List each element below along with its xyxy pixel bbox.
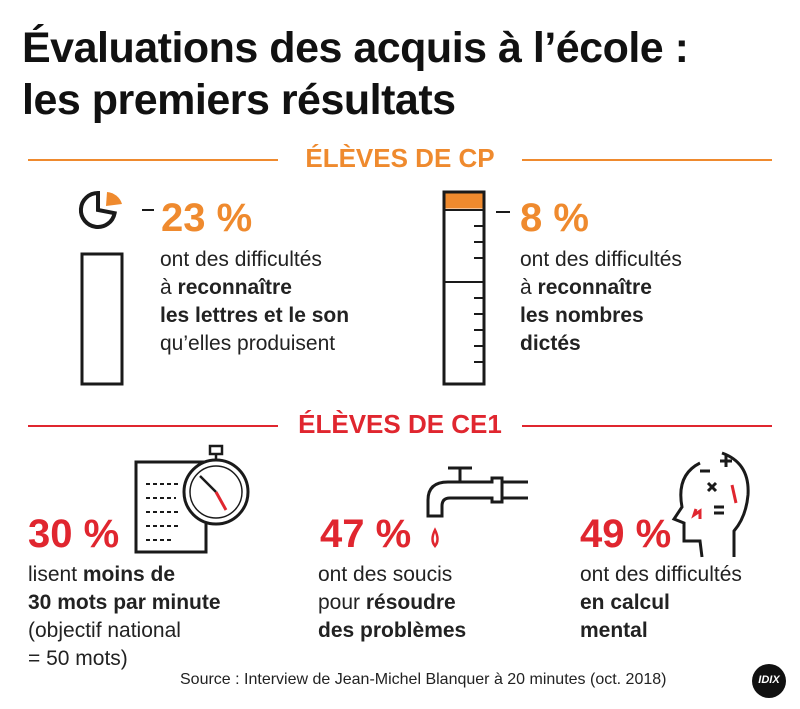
- cp-divider-right: [522, 159, 772, 161]
- document-stopwatch-icon: [134, 444, 250, 554]
- ce1-b-percent: 47 %: [320, 512, 412, 556]
- pie-icon: [78, 190, 154, 386]
- ce1-a-description: lisent moins de 30 mots par minute (obje…: [28, 563, 221, 670]
- cp-left-percent: 23 %: [161, 196, 253, 240]
- ce1-divider-left: [28, 425, 278, 427]
- cp-right-description: ont des difficultés à reconnaître les no…: [520, 248, 682, 355]
- cp-left-description: ont des difficultés à reconnaître les le…: [160, 248, 350, 355]
- faucet-icon: [426, 466, 528, 548]
- idix-logo-text: IDIX: [758, 674, 780, 686]
- source-note: Source : Interview de Jean-Michel Blanqu…: [180, 671, 667, 688]
- cp-divider-left: [28, 159, 278, 161]
- ce1-b-description: ont des soucis pour résoudre des problèm…: [318, 563, 467, 642]
- idix-logo: IDIX: [752, 664, 786, 698]
- ce1-section-heading: ÉLÈVES DE CE1: [298, 409, 502, 439]
- title-line-1: Évaluations des acquis à l’école :: [22, 24, 689, 72]
- cp-right-percent: 8 %: [520, 196, 589, 240]
- ce1-a-percent: 30 %: [28, 512, 120, 556]
- cp-section-heading: ÉLÈVES DE CP: [305, 143, 495, 173]
- ce1-divider-right: [522, 425, 772, 427]
- head-math-icon: [671, 451, 750, 558]
- ce1-c-description: ont des difficultés en calcul mental: [580, 563, 742, 642]
- page-title: Évaluations des acquis à l’école : les p…: [22, 22, 689, 126]
- gauge-icon: [442, 190, 510, 386]
- title-line-2: les premiers résultats: [22, 76, 456, 124]
- ce1-c-percent: 49 %: [580, 512, 672, 556]
